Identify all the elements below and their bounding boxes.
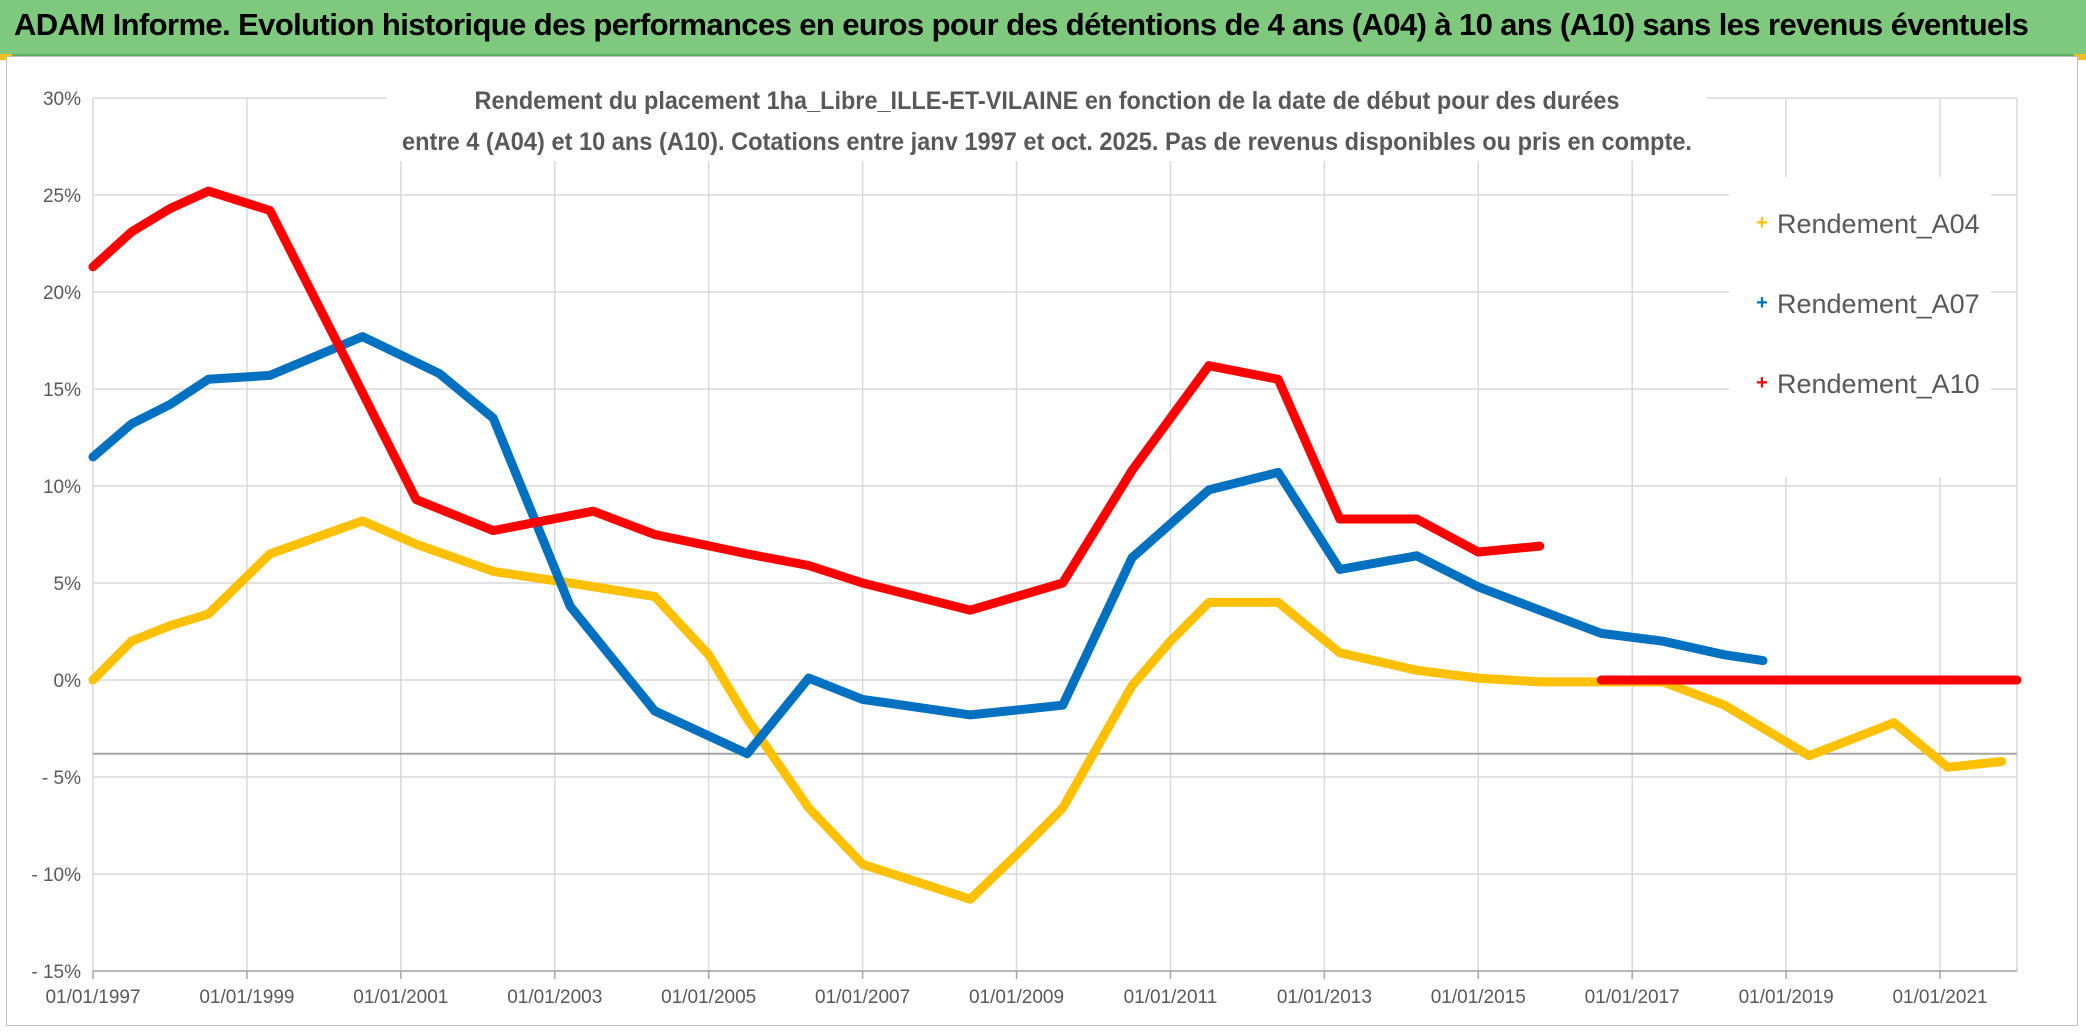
chart-subtitle: entre 4 (A04) et 10 ans (A10). Cotations… (402, 128, 1692, 156)
x-tick-label: 01/01/1997 (45, 987, 140, 1008)
chart-title: Rendement du placement 1ha_Libre_ILLE-ET… (475, 87, 1620, 115)
report-banner: ADAM Informe. Evolution historique des p… (0, 0, 2086, 56)
x-tick-label: 01/01/2007 (815, 987, 910, 1008)
legend-label: Rendement_A10 (1777, 369, 1980, 399)
y-tick-label: 30% (43, 89, 81, 110)
x-tick-label: 01/01/2021 (1892, 987, 1987, 1008)
legend-marker-rendement-a07: + (1756, 292, 1768, 314)
x-tick-label: 01/01/1999 (199, 987, 294, 1008)
x-tick-label: 01/01/2019 (1739, 987, 1834, 1008)
y-tick-label: 15% (43, 380, 81, 401)
legend-marker-rendement-a10: + (1756, 372, 1768, 394)
corner-accent-right (2074, 54, 2086, 60)
series-lines (88, 186, 2022, 904)
y-tick-label: 5% (54, 574, 82, 595)
series-line-rendement-a07 (88, 332, 1768, 759)
chart-title-background (387, 71, 1707, 161)
series-line-rendement-a10 (88, 186, 1545, 615)
line-chart: 30% 25% 20% 15% 10% 5% 0% - 5% - 10% - 15% 01/01/… (31, 71, 2022, 1008)
y-tick-label: - 10% (31, 865, 81, 886)
x-tick-label: 01/01/2017 (1585, 987, 1680, 1008)
y-tick-label: - 15% (31, 962, 81, 983)
x-tick-label: 01/01/2003 (507, 987, 602, 1008)
y-tick-label: 20% (43, 283, 81, 304)
legend: + Rendement_A04 + Rendement_A07 + Rendement_A… (1729, 177, 1991, 477)
x-tick-label: 01/01/2013 (1277, 987, 1372, 1008)
y-tick-label: 10% (43, 477, 81, 498)
legend-label: Rendement_A07 (1777, 289, 1980, 319)
x-tick-label: 01/01/2001 (353, 987, 448, 1008)
y-tick-label: - 5% (42, 768, 81, 789)
y-axis-ticks: 30% 25% 20% 15% 10% 5% 0% - 5% - 10% - 15% (31, 89, 81, 983)
legend-label: Rendement_A04 (1777, 209, 1980, 239)
report-title: ADAM Informe. Evolution historique des p… (14, 7, 2029, 42)
grid (92, 97, 2018, 979)
x-tick-label: 01/01/2011 (1124, 987, 1218, 1008)
y-tick-label: 25% (43, 186, 81, 207)
x-axis-ticks: 01/01/1997 01/01/1999 01/01/2001 01/01/2003… (45, 987, 1987, 1008)
x-tick-label: 01/01/2015 (1431, 987, 1526, 1008)
chart-frame: 30% 25% 20% 15% 10% 5% 0% - 5% - 10% - 15% 01/01/… (6, 56, 2078, 1026)
x-tick-label: 01/01/2005 (661, 987, 756, 1008)
legend-marker-rendement-a04: + (1756, 212, 1768, 234)
y-tick-label: 0% (54, 671, 82, 692)
x-tick-label: 01/01/2009 (969, 987, 1064, 1008)
legend-background (1729, 177, 1991, 477)
